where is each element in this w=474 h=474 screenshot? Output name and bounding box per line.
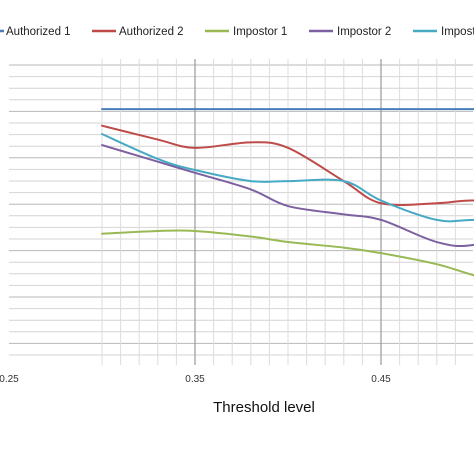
legend-entry-4: Impostor 2 [309,26,391,38]
legend: Authorized 1 Authorized 2 Impostor 1 Impost… [0,26,474,38]
x-tick-label: 0.25 [0,374,19,385]
legend-label: Impostor 2 [337,26,391,38]
series-line-2 [101,124,474,207]
legend-label: Authorized 1 [6,26,71,38]
series-lines [101,108,474,277]
legend-entry-3: Impostor 1 [205,26,287,38]
plot-area [9,59,474,365]
series-line-3 [101,229,474,277]
legend-entry-1: Authorized 1 [0,26,71,38]
series-line-5 [101,133,474,223]
legend-entry-5: Impostor 3 [413,26,474,38]
x-tick-labels: 0.250.350.450.550.650.7 [0,374,391,385]
x-tick-label: 0.35 [185,374,205,385]
x-axis-title: Threshold level [213,399,315,416]
legend-entry-2: Authorized 2 [92,26,184,38]
legend-label: Authorized 2 [119,26,184,38]
series-line-1 [101,108,474,111]
series-line-4 [101,144,474,248]
legend-label: Impostor 1 [233,26,287,38]
x-tick-label: 0.45 [371,374,391,385]
legend-label: Impostor 3 [441,26,474,38]
